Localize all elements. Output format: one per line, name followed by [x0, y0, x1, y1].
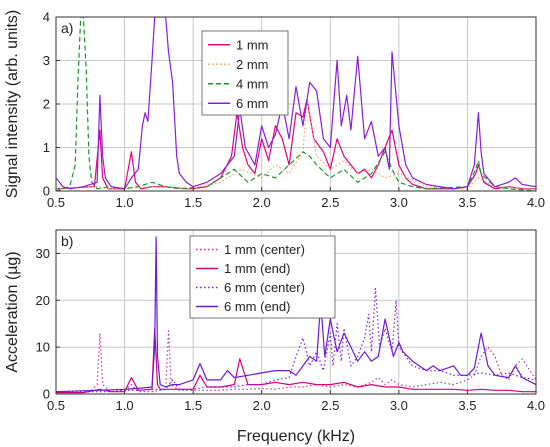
panel-b-ytick-label: 0 [43, 387, 50, 402]
panel-a-xtick-label: 1.0 [116, 195, 134, 210]
panel-b-ylabel: Acceleration (µg) [4, 251, 21, 372]
panel-b-xtick-label: 0.5 [47, 398, 65, 413]
panel-a-xtick-label: 1.5 [184, 195, 202, 210]
panel-b-ytick-label: 10 [36, 340, 50, 355]
panel-b-frame [55, 229, 537, 395]
panel-b-label: b) [61, 233, 73, 249]
panel-b-legend-label-1: 1 mm (center) [224, 242, 305, 257]
panel-b-xtick-label: 2.5 [321, 398, 339, 413]
panel-b-xtick-label: 1.5 [184, 398, 202, 413]
panel-b-xtick-label: 3.5 [458, 398, 476, 413]
panel-a-ytick-label: 3 [43, 53, 50, 68]
panel-a-series-line-4 [56, 17, 536, 190]
panel-a-ylabel: Signal intensity (arb. units) [4, 10, 21, 199]
panel-b-series-group [56, 236, 536, 394]
panel-a-legend: 1 mm 2 mm 4 mm 6 mm [201, 30, 289, 116]
panel-a-xtick-label: 0.5 [47, 195, 65, 210]
panel-a-legend-label-3: 4 mm [236, 76, 269, 91]
panel-a-legend-label-1: 1 mm [236, 37, 269, 52]
panel-a-series-line-3 [56, 17, 536, 191]
panel-a-legend-label-4: 6 mm [236, 96, 269, 111]
panel-b-chart: 0.5 1.0 1.5 2.0 2.5 3.0 3.5 4.0 0 10 20 30 b) Acceler… [4, 229, 545, 445]
panel-b-ytick-label: 30 [36, 246, 50, 261]
panel-b-xtick-label: 3.0 [390, 398, 408, 413]
panel-a-label: a) [61, 20, 73, 36]
panel-a-ytick-label: 4 [43, 10, 50, 25]
panel-a-series-group [56, 17, 536, 191]
panel-b-series-line-1 [56, 330, 536, 393]
panel-a-xtick-label: 2.5 [321, 195, 339, 210]
panel-b-series-line-2 [56, 327, 536, 394]
panel-a-xtick-label: 4.0 [527, 195, 545, 210]
panel-b-legend-label-3: 6 mm (center) [224, 280, 305, 295]
panel-b-xlabel: Frequency (kHz) [237, 428, 355, 445]
panel-a-xtick-label: 3.5 [458, 195, 476, 210]
panel-b-legend-label-4: 6 mm (end) [224, 299, 290, 314]
panel-a-ytick-label: 0 [43, 184, 50, 199]
panel-b-legend-box [189, 235, 336, 319]
panel-b-legend-label-2: 1 mm (end) [224, 261, 290, 276]
panel-a-xtick-label: 2.0 [253, 195, 271, 210]
panel-a-series-line-1 [56, 99, 536, 190]
panel-b-xtick-label: 2.0 [253, 398, 271, 413]
panel-b-xtick-label: 4.0 [527, 398, 545, 413]
panel-a-ytick-label: 1 [43, 140, 50, 155]
panel-a-ytick-label: 2 [43, 97, 50, 112]
panel-b-xtick-label: 1.0 [116, 398, 134, 413]
panel-a-chart: 0.5 1.0 1.5 2.0 2.5 3.0 3.5 4.0 0 1 2 3 4 a) Signal in… [4, 10, 545, 211]
panel-a-legend-label-2: 2 mm [236, 57, 269, 72]
panel-b-ytick-label: 20 [36, 293, 50, 308]
panel-a-xtick-label: 3.0 [390, 195, 408, 210]
panel-b-series-line-4 [56, 236, 536, 393]
panel-b-legend: 1 mm (center) 1 mm (end) 6 mm (center) 6 mm… [189, 235, 336, 319]
